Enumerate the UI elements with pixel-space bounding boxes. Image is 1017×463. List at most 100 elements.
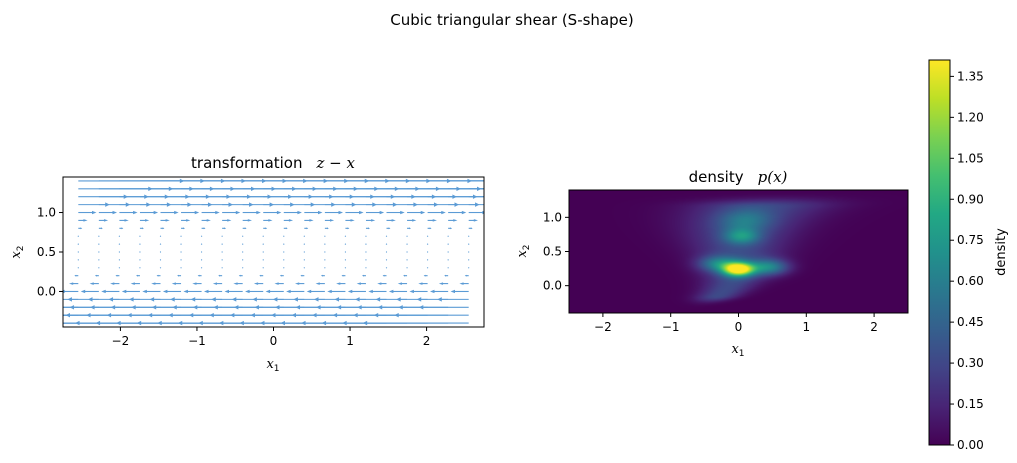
quiver-arrow	[139, 235, 141, 237]
quiver-arrow	[181, 210, 200, 215]
quiver-arrow	[89, 282, 99, 285]
quiver-arrow	[139, 251, 141, 253]
quiver-arrow	[139, 267, 141, 269]
quiver-arrow	[362, 274, 366, 277]
quiver-arrow	[98, 243, 100, 245]
quiver-arrow	[119, 210, 138, 215]
colorbar-tick-label: 0.00	[957, 438, 984, 452]
quiver-arrow	[160, 227, 165, 230]
quiver-arrow	[306, 289, 325, 294]
quiver-arrow	[447, 251, 449, 253]
quiver-arrow	[242, 243, 244, 245]
colorbar-tick-label: 1.20	[957, 110, 984, 124]
quiver-x-ticks: −2 −1 0 1 2	[112, 327, 430, 348]
quiver-arrow	[119, 227, 124, 230]
quiver-arrow	[159, 259, 162, 261]
density-panel: density p(x) −2 −1 0 1 2 0.0 0.5 1.0 x1 x2	[515, 168, 909, 359]
quiver-arrow	[468, 204, 484, 206]
quiver-arrow	[283, 210, 302, 215]
quiver-arrow	[74, 274, 79, 277]
quiver-arrow	[80, 289, 99, 294]
density-ytick-label: 1.0	[543, 210, 562, 224]
quiver-arrow	[222, 227, 227, 230]
colorbar-tick-label: 1.05	[957, 151, 984, 165]
quiver-arrow	[201, 210, 220, 215]
quiver-arrow	[221, 259, 223, 261]
quiver-arrow	[218, 274, 223, 277]
quiver-arrow	[448, 227, 453, 230]
quiver-arrow	[362, 320, 469, 326]
quiver-arrow	[181, 227, 185, 230]
quiver-arrow	[118, 235, 121, 237]
quiver-arrow	[192, 282, 202, 285]
quiver-arrow	[139, 227, 144, 230]
quiver-arrow	[406, 243, 408, 245]
quiver-arrow	[77, 259, 79, 261]
quiver-arrow	[136, 274, 140, 277]
quiver-ytick-label: 0.5	[37, 245, 56, 259]
quiver-arrow	[200, 267, 203, 269]
quiver-arrow	[386, 210, 405, 215]
quiver-arrow	[245, 289, 264, 294]
density-y-ticks: 0.0 0.5 1.0	[543, 210, 569, 293]
quiver-arrow	[77, 267, 79, 269]
quiver-arrow	[242, 210, 261, 215]
density-ytick-label: 0.0	[543, 279, 562, 293]
quiver-arrow	[200, 259, 203, 261]
quiver-arrow	[341, 274, 346, 277]
quiver-arrow	[324, 235, 326, 237]
quiver-arrow	[222, 210, 241, 215]
quiver-arrow	[344, 235, 347, 237]
quiver-arrow	[344, 259, 347, 261]
density-ylabel: x2	[515, 244, 532, 257]
quiver-arrow	[300, 274, 305, 277]
quiver-title: transformation z − x	[191, 154, 355, 172]
quiver-arrow	[447, 267, 449, 269]
quiver-arrow	[324, 219, 335, 222]
quiver-arrow	[101, 289, 120, 294]
quiver-arrow	[450, 289, 469, 294]
quiver-arrow	[437, 297, 469, 302]
quiver-arrow	[262, 243, 264, 245]
quiver-arrow	[118, 267, 121, 269]
quiver-arrow	[426, 243, 429, 245]
quiver-arrow	[263, 227, 268, 230]
quiver-arrow	[262, 235, 264, 237]
quiver-arrow	[365, 227, 370, 230]
quiver-arrow	[365, 259, 367, 261]
quiver-arrow	[139, 243, 141, 245]
quiver-arrow	[180, 267, 182, 269]
quiver-arrow	[283, 227, 288, 230]
quiver-arrow	[344, 243, 347, 245]
quiver-arrow	[181, 219, 191, 222]
colorbar-gradient	[928, 59, 951, 446]
quiver-arrow	[162, 289, 182, 294]
quiver-arrow	[406, 259, 408, 261]
density-title: density p(x)	[689, 168, 788, 186]
quiver-arrow	[77, 251, 79, 253]
quiver-arrow	[344, 267, 347, 269]
quiver-arrow	[406, 235, 408, 237]
quiver-arrow	[295, 282, 305, 285]
quiver-arrow	[303, 259, 305, 261]
quiver-xtick-label: 1	[346, 334, 354, 348]
quiver-arrow	[98, 210, 118, 215]
quiver-y-ticks: 0.0 0.5 1.0	[37, 206, 63, 298]
quiver-arrow	[468, 219, 478, 222]
quiver-arrow	[279, 274, 284, 277]
quiver-arrow	[409, 289, 428, 294]
density-xtick-label: 1	[802, 320, 810, 334]
density-xtick-label: 2	[870, 320, 878, 334]
quiver-arrow	[356, 282, 366, 285]
quiver-arrow	[77, 235, 79, 237]
quiver-arrow	[242, 227, 247, 230]
density-xtick-label: −1	[662, 320, 680, 334]
quiver-arrow	[171, 282, 182, 285]
quiver-arrow	[468, 188, 484, 190]
quiver-arrow	[130, 282, 140, 285]
quiver-arrow	[242, 259, 244, 261]
quiver-arrow	[139, 210, 159, 215]
quiver-arrow	[324, 267, 326, 269]
quiver-arrow	[203, 289, 223, 294]
quiver-arrow	[418, 282, 428, 285]
